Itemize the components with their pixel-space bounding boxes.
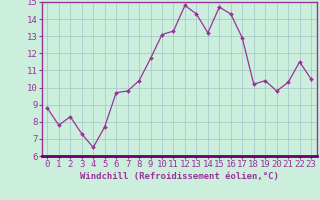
X-axis label: Windchill (Refroidissement éolien,°C): Windchill (Refroidissement éolien,°C): [80, 172, 279, 181]
